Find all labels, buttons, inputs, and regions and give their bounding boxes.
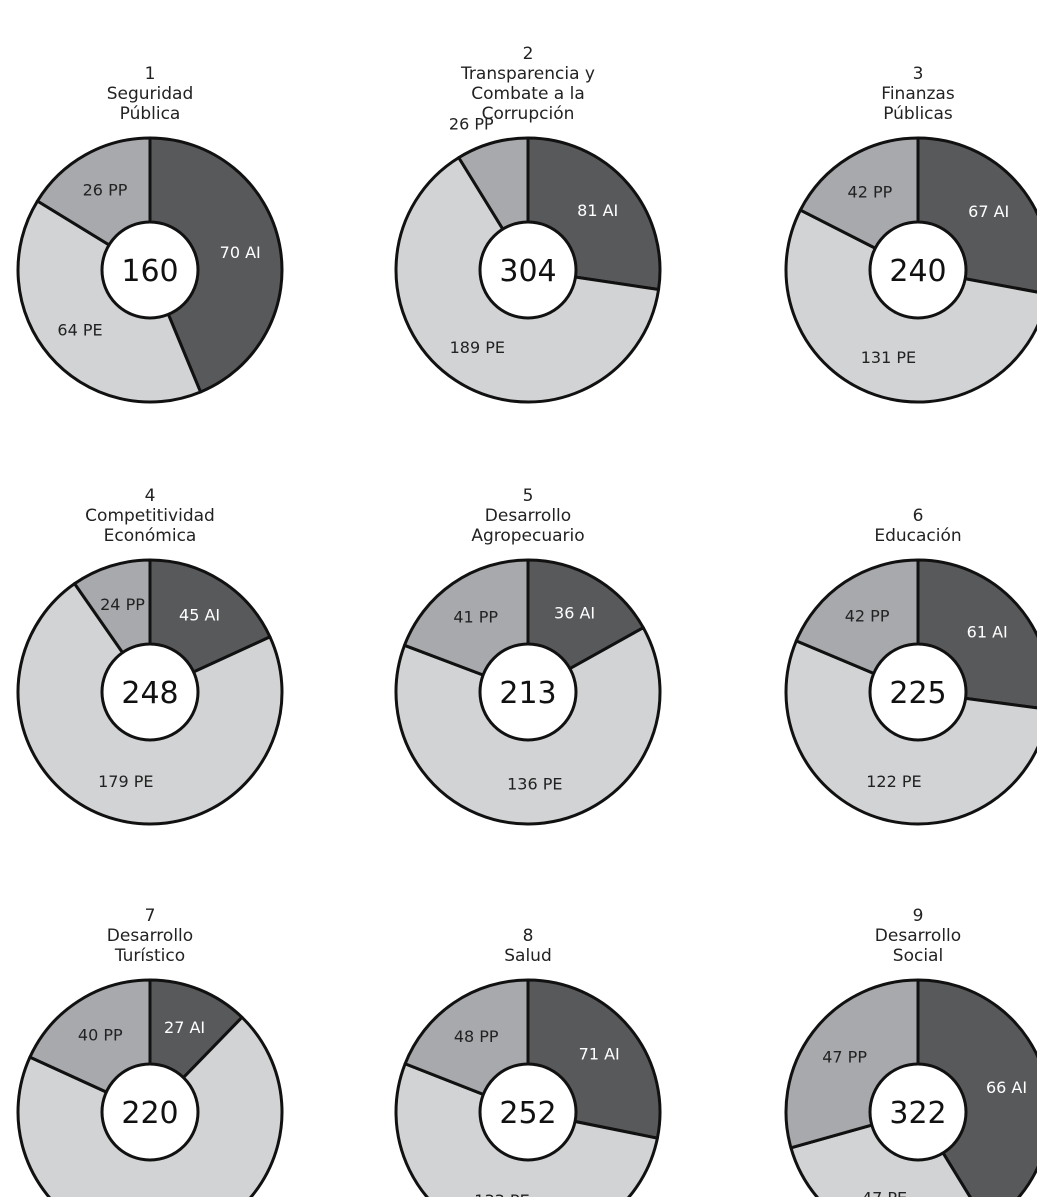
total-label: 225: [889, 676, 946, 711]
donut-hole: [100, 1062, 200, 1162]
chart-title-line: Finanzas: [881, 84, 955, 104]
donut-chart: 252 71 AI 133 PE 48 PP: [394, 978, 662, 1197]
chart-title-line: 7: [144, 906, 156, 926]
chart-title: 2 Transparencia y Combate a la Corrupción: [378, 44, 678, 124]
slice-label-pp: 47 PP: [822, 1048, 867, 1067]
donut-hole: [100, 220, 200, 320]
slice-label-pe: 153 PE: [139, 1193, 194, 1197]
chart-title: 9 Desarrollo Social: [768, 906, 1037, 966]
slice-label-pp: 26 PP: [83, 181, 128, 200]
chart-title-line: 1: [144, 64, 156, 84]
total-label: 240: [889, 254, 946, 289]
chart-title-line: Económica: [103, 526, 197, 546]
chart-title-line: Transparencia y: [461, 64, 595, 84]
donut-hole: [868, 1062, 968, 1162]
chart-title-line: Seguridad: [106, 84, 194, 104]
slice-label-ai: 61 AI: [967, 622, 1008, 641]
slice-label-pe: 47 PE: [862, 1189, 907, 1197]
slice-label-ai: 66 AI: [986, 1078, 1027, 1097]
total-label: 322: [889, 1096, 946, 1131]
donut-hole: [478, 642, 578, 742]
donut-chart: 160 70 AI 64 PE 26 PP: [16, 136, 284, 404]
donut-hole: [478, 220, 578, 320]
slice-label-pp: 42 PP: [848, 183, 893, 202]
donut-chart: 304 81 AI 189 PE 26 PP: [394, 114, 662, 404]
chart-title: 1 Seguridad Pública: [0, 64, 300, 124]
chart-title-line: Corrupción: [481, 104, 575, 124]
donut-chart: 213 36 AI 136 PE 41 PP: [394, 558, 662, 826]
chart-title: 6 Educación: [768, 506, 1037, 546]
chart-title-line: 3: [912, 64, 924, 84]
slice-label-pp: 42 PP: [845, 606, 890, 625]
chart-title-line: Agropecuario: [471, 526, 585, 546]
slice-label-ai: 71 AI: [579, 1045, 620, 1064]
total-label: 252: [499, 1096, 556, 1131]
total-label: 304: [499, 254, 556, 289]
slice-label-ai: 67 AI: [968, 202, 1009, 221]
total-label: 160: [121, 254, 178, 289]
chart-title-line: Desarrollo: [874, 926, 962, 946]
chart-title-line: Social: [892, 946, 944, 966]
chart-title-line: 6: [912, 506, 924, 526]
slice-label-pp: 41 PP: [453, 607, 498, 626]
chart-title-line: Combate a la: [471, 84, 585, 104]
slice-label-pe: 131 PE: [861, 348, 916, 367]
chart-title-line: Educación: [874, 526, 962, 546]
donut-hole: [478, 1062, 578, 1162]
chart-title-line: 5: [522, 486, 534, 506]
slice-label-pp: 40 PP: [78, 1026, 123, 1045]
slice-label-ai: 45 AI: [179, 606, 220, 625]
chart-title: 7 Desarrollo Turístico: [0, 906, 300, 966]
donut-chart: 220 27 AI 153 PE 40 PP: [16, 978, 284, 1197]
slice-ai: [148, 136, 284, 394]
chart-title-line: 4: [144, 486, 156, 506]
chart-title-line: Turístico: [114, 946, 186, 966]
slice-label-pe: 136 PE: [507, 775, 562, 794]
slice-label-pe: 189 PE: [450, 338, 505, 357]
chart-title: 8 Salud: [378, 926, 678, 966]
donut-chart: 248 45 AI 179 PE 24 PP: [16, 558, 284, 826]
donut-chart: 240 67 AI 131 PE 42 PP: [784, 136, 1037, 404]
donut-chart: 322 66 AI 47 PE 47 PP: [784, 978, 1037, 1197]
chart-title: 4 Competitividad Económica: [0, 486, 300, 546]
slice-label-pp: 24 PP: [100, 595, 145, 614]
slice-label-pe: 133 PE: [474, 1191, 529, 1197]
slice-label-pp: 26 PP: [449, 114, 494, 133]
chart-title-line: 2: [522, 44, 534, 64]
chart-title: 3 Finanzas Públicas: [768, 64, 1037, 124]
chart-title-line: Desarrollo: [484, 506, 572, 526]
chart-title: 5 Desarrollo Agropecuario: [378, 486, 678, 546]
chart-title-line: Salud: [504, 946, 552, 966]
slice-label-pe: 179 PE: [98, 772, 153, 791]
total-label: 248: [121, 676, 178, 711]
chart-title-line: Públicas: [883, 104, 953, 124]
slice-pe: [16, 1015, 284, 1197]
donut-hole: [100, 642, 200, 742]
chart-title-line: Desarrollo: [106, 926, 194, 946]
slice-label-ai: 27 AI: [164, 1018, 205, 1037]
donut-chart: 225 61 AI 122 PE 42 PP: [784, 558, 1037, 826]
total-label: 213: [499, 676, 556, 711]
chart-title-line: Competitividad: [85, 506, 215, 526]
chart-title-line: Pública: [119, 104, 181, 124]
chart-title-line: 9: [912, 906, 924, 926]
slice-label-pe: 64 PE: [57, 321, 102, 340]
donut-hole: [868, 220, 968, 320]
slice-label-ai: 36 AI: [554, 604, 595, 623]
slice-label-pe: 122 PE: [866, 772, 921, 791]
slice-label-ai: 70 AI: [220, 243, 261, 262]
chart-title-line: 8: [522, 926, 534, 946]
slice-label-ai: 81 AI: [577, 201, 618, 220]
slice-label-pp: 48 PP: [454, 1027, 499, 1046]
slice-pe: [16, 199, 203, 404]
donut-hole: [868, 642, 968, 742]
total-label: 220: [121, 1096, 178, 1131]
